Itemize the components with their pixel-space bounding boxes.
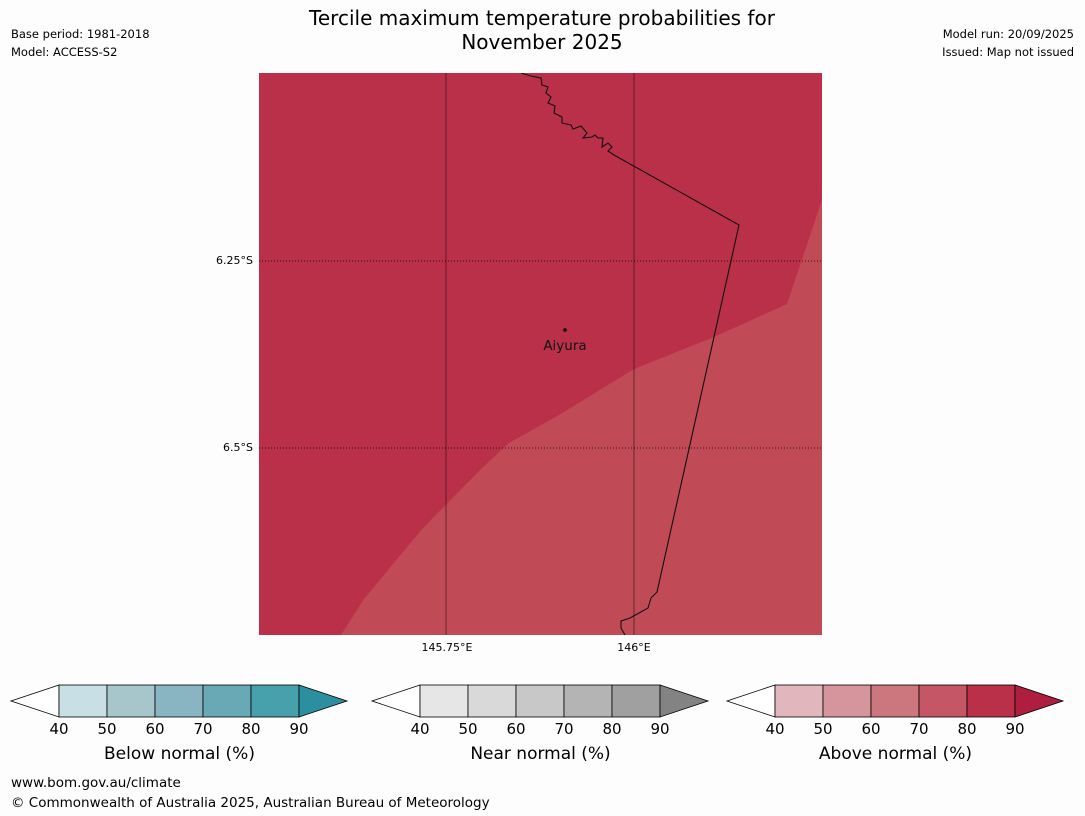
tick-label: 80: [957, 720, 977, 738]
ticks-below: 40 50 60 70 80 90: [11, 720, 348, 740]
colorbar-near: [370, 684, 710, 718]
tick-label: 90: [289, 720, 309, 738]
colorbar-segment: [918, 684, 968, 718]
tick-label: 70: [554, 720, 574, 738]
meta-right: Model run: 20/09/2025 Issued: Map not is…: [942, 25, 1074, 61]
model-run: Model run: 20/09/2025: [942, 27, 1074, 41]
lat-label-6-25: 6.25°S: [216, 254, 253, 267]
colorbar-segment: [250, 684, 300, 718]
tick-label: 70: [909, 720, 929, 738]
lat-label-6-5: 6.5°S: [223, 441, 253, 454]
legend-title-above: Above normal (%): [818, 744, 973, 764]
tick-label: 60: [861, 720, 881, 738]
colorbar-segment: [154, 684, 204, 718]
tick-label: 90: [650, 720, 670, 738]
colorbar-segment: [563, 684, 613, 718]
map-area[interactable]: Aiyura: [259, 73, 822, 635]
tick-label: 50: [813, 720, 833, 738]
tick-label: 40: [410, 720, 430, 738]
ticks-near: 40 50 60 70 80 90: [372, 720, 709, 740]
colorbar-arrow-right: [1014, 684, 1065, 718]
province-border: [520, 73, 740, 635]
aiyura-dot: [563, 328, 567, 332]
tick-label: 60: [506, 720, 526, 738]
colorbar-segment: [515, 684, 565, 718]
tick-label: 80: [241, 720, 261, 738]
legend-title-below: Below normal (%): [104, 744, 255, 764]
legend-above-normal: 40 50 60 70 80 90 Above normal (%): [725, 684, 1065, 764]
tick-label: 80: [602, 720, 622, 738]
colorbar-segment: [822, 684, 872, 718]
meta-left: Base period: 1981-2018 Model: ACCESS-S2: [11, 25, 150, 61]
colorbar-segment: [774, 684, 824, 718]
tick-label: 50: [97, 720, 117, 738]
ticks-above: 40 50 60 70 80 90: [727, 720, 1064, 740]
model-name: Model: ACCESS-S2: [11, 45, 118, 59]
tick-label: 60: [145, 720, 165, 738]
colorbar-below: [9, 684, 349, 718]
tick-label: 90: [1005, 720, 1025, 738]
base-period: Base period: 1981-2018: [11, 27, 150, 41]
colorbar-arrow-right: [659, 684, 710, 718]
colorbar-segment: [467, 684, 517, 718]
legend-below-normal: 40 50 60 70 80 90 Below normal (%): [9, 684, 349, 764]
lon-label-145-75: 145.75°E: [421, 641, 473, 654]
tick-label: 50: [458, 720, 478, 738]
colorbar-segment: [202, 684, 252, 718]
colorbar-segment: [419, 684, 469, 718]
tick-label: 40: [765, 720, 785, 738]
colorbar-arrow-left: [725, 684, 776, 718]
issued-status: Issued: Map not issued: [942, 45, 1074, 59]
colorbar-above: [725, 684, 1065, 718]
region-light: [341, 200, 822, 635]
colorbar-segment: [870, 684, 920, 718]
title-line-2: November 2025: [461, 30, 623, 54]
legend-near-normal: 40 50 60 70 80 90 Near normal (%): [370, 684, 710, 764]
colorbar-segment: [106, 684, 156, 718]
footer-copyright: © Commonwealth of Australia 2025, Austra…: [11, 795, 490, 811]
colorbar-segment: [611, 684, 661, 718]
colorbar-arrow-left: [9, 684, 60, 718]
colorbar-segment: [966, 684, 1016, 718]
colorbar-arrow-right: [298, 684, 349, 718]
title-line-1: Tercile maximum temperature probabilitie…: [309, 6, 775, 30]
tick-label: 70: [193, 720, 213, 738]
colorbar-arrow-left: [370, 684, 421, 718]
map-title: Tercile maximum temperature probabilitie…: [242, 6, 842, 54]
place-label-aiyura: Aiyura: [543, 338, 586, 354]
legend-title-near: Near normal (%): [470, 744, 611, 764]
footer-url[interactable]: www.bom.gov.au/climate: [11, 775, 181, 791]
lon-label-146: 146°E: [617, 641, 651, 654]
tick-label: 40: [49, 720, 69, 738]
colorbar-segment: [58, 684, 108, 718]
